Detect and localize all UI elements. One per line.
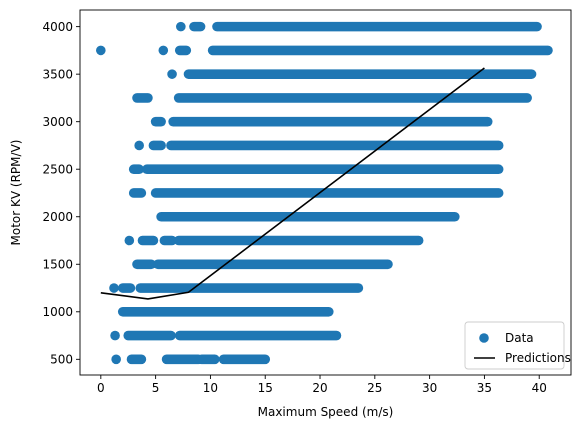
data-point	[134, 140, 144, 151]
y-tick-label: 2000	[42, 210, 73, 224]
data-row-750	[110, 330, 342, 341]
data-point	[96, 45, 106, 56]
data-point	[167, 69, 177, 79]
y-tick-label: 1000	[42, 305, 73, 319]
legend: Data Predictions	[464, 321, 571, 370]
data-point	[158, 45, 169, 56]
x-tick-label: 10	[203, 381, 218, 395]
y-tick-label: 3500	[42, 67, 73, 81]
data-point	[109, 283, 119, 293]
plot-layer	[96, 21, 553, 365]
data-point	[110, 330, 120, 341]
data-point	[111, 354, 121, 365]
data-row-4000	[176, 21, 542, 32]
predictions-line	[100, 67, 485, 300]
x-tick-label: 40	[532, 381, 547, 395]
data-point	[124, 235, 135, 246]
data-row-3500	[167, 69, 537, 79]
y-tick-label: 500	[50, 353, 73, 367]
legend-data-label: Data	[505, 331, 534, 345]
data-point	[176, 21, 186, 32]
x-tick-label: 0	[97, 381, 105, 395]
legend-data-marker	[479, 333, 489, 343]
x-tick-label: 35	[477, 381, 492, 395]
y-tick-label: 4000	[42, 20, 73, 34]
x-tick-label: 30	[422, 381, 437, 395]
legend-predictions-label: Predictions	[505, 351, 571, 365]
y-axis-label: Motor KV (RPM/V)	[9, 140, 23, 246]
x-tick-label: 15	[258, 381, 273, 395]
y-tick-label: 3000	[42, 115, 73, 129]
data-row-2750	[134, 140, 504, 151]
axes-layer: 0 5 10 15 20 25 30 35 40 500 1000 1500 2000 2500 3000 3…	[42, 9, 572, 395]
x-axis-label: Maximum Speed (m/s)	[258, 405, 394, 419]
x-tick-label: 25	[367, 381, 382, 395]
x-tick-label: 20	[312, 381, 327, 395]
data-row-500	[111, 354, 271, 365]
data-row-1750	[124, 235, 424, 246]
axes-frame	[79, 9, 572, 376]
data-row-1250	[109, 283, 364, 293]
y-tick-label: 1500	[42, 258, 73, 272]
y-tick-label: 2500	[42, 163, 73, 177]
x-tick-label: 5	[152, 381, 160, 395]
data-row-3750	[96, 45, 553, 56]
